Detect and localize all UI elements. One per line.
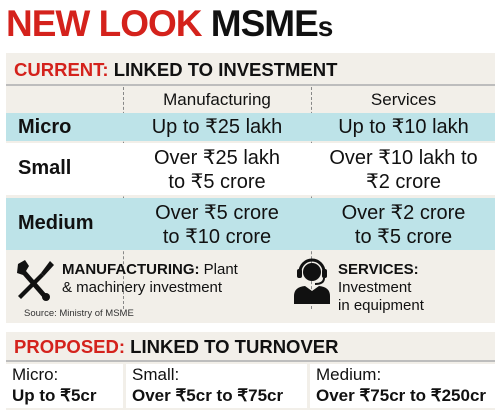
proposed-item-micro: Micro: Up to ₹5cr: [6, 364, 123, 408]
proposed-small-label: Small:: [132, 365, 180, 384]
legend-manufacturing-line1: Plant: [199, 261, 238, 278]
row-label-medium: Medium: [18, 212, 94, 234]
proposed-heading: PROPOSED: LINKED TO TURNOVER: [14, 335, 338, 359]
current-heading: CURRENT: LINKED TO INVESTMENT: [14, 58, 337, 82]
cell-medium-services-line1: Over ₹2 crore: [341, 202, 466, 224]
proposed-micro-label: Micro:: [12, 365, 59, 384]
proposed-small-value: Over ₹5cr to ₹75cr: [132, 386, 284, 405]
current-heading-text: LINKED TO INVESTMENT: [113, 59, 338, 80]
legend-manufacturing: MANUFACTURING: Plant & machinery investm…: [62, 261, 238, 297]
proposed-heading-rule: [6, 360, 495, 362]
current-label: CURRENT:: [14, 59, 109, 80]
title-msme: MSME: [210, 3, 319, 44]
current-panel: CURRENT: LINKED TO INVESTMENT Manufactur…: [6, 53, 495, 323]
row-label-small: Small: [18, 157, 72, 179]
column-header-manufacturing: Manufacturing: [163, 90, 271, 109]
proposed-item-small: Small: Over ₹5cr to ₹75cr: [126, 364, 307, 408]
source-note: Source: Ministry of MSME: [24, 308, 134, 319]
cell-small-services-line2: ₹2 crore: [366, 171, 441, 193]
title-new-look: NEW LOOK: [6, 3, 202, 44]
legend-services-line2: in equipment: [338, 297, 424, 314]
legend-manufacturing-label: MANUFACTURING:: [62, 261, 200, 278]
headset-person-icon: [291, 258, 333, 304]
cell-small-manufacturing-line1: Over ₹25 lakh: [153, 147, 281, 169]
page-title: NEW LOOK MSMEs: [6, 2, 334, 49]
column-header-services: Services: [370, 90, 437, 109]
legend-services: SERVICES: Investment in equipment: [338, 261, 495, 315]
proposed-micro-value: Up to ₹5cr: [12, 386, 97, 405]
proposed-label: PROPOSED:: [14, 336, 126, 357]
proposed-item-medium: Medium: Over ₹75cr to ₹250cr: [310, 364, 495, 408]
cell-small-manufacturing-line2: to ₹5 crore: [168, 171, 266, 193]
table-row-small: Small Over ₹25 lakh to ₹5 crore Over ₹10…: [6, 143, 495, 195]
proposed-medium-value: Over ₹75cr to ₹250cr: [316, 386, 487, 405]
table-row-micro: Micro Up to ₹25 lakh Up to ₹10 lakh: [6, 113, 495, 141]
proposed-heading-text: LINKED TO TURNOVER: [130, 336, 339, 357]
cell-medium-manufacturing-line1: Over ₹5 crore: [155, 202, 279, 224]
wrench-screwdriver-icon: [14, 258, 56, 302]
table-row-medium: Medium Over ₹5 crore to ₹10 crore Over ₹…: [6, 198, 495, 250]
cell-medium-manufacturing-line2: to ₹10 crore: [162, 226, 272, 248]
cell-micro-manufacturing: Up to ₹25 lakh: [151, 116, 283, 138]
cell-micro-services: Up to ₹10 lakh: [338, 116, 469, 138]
legend-services-label: SERVICES:: [338, 261, 419, 278]
legend-services-line1: Investment: [338, 279, 412, 296]
cell-medium-services-line2: to ₹5 crore: [354, 226, 453, 248]
title-plural-suffix: s: [317, 11, 334, 42]
current-heading-rule: [6, 84, 495, 86]
proposed-panel: PROPOSED: LINKED TO TURNOVER Micro: Up t…: [6, 332, 495, 410]
cell-small-services-line1: Over ₹10 lakh to: [329, 147, 478, 169]
row-label-micro: Micro: [18, 116, 72, 138]
proposed-medium-label: Medium:: [316, 365, 382, 384]
legend-manufacturing-line2: & machinery investment: [62, 279, 223, 296]
